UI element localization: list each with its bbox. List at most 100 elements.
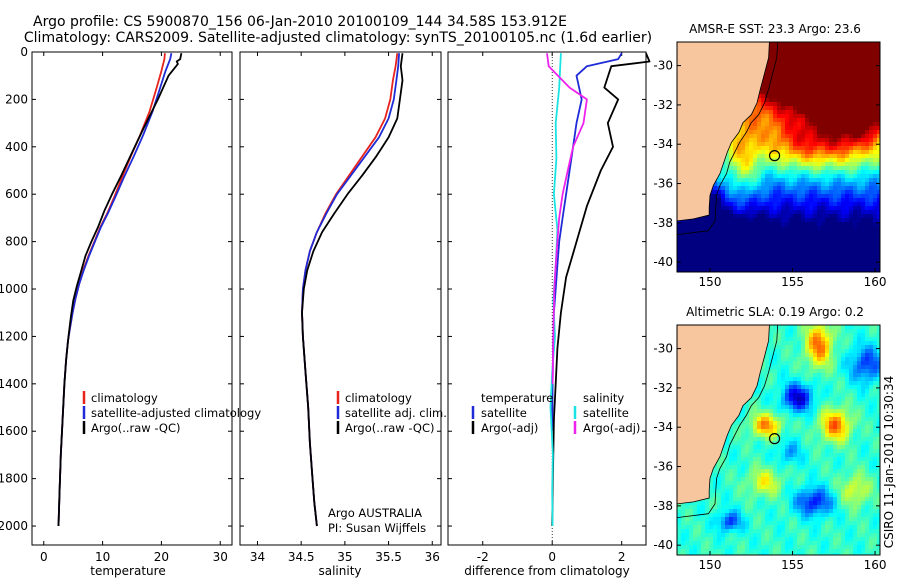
- heat-cell: [849, 182, 853, 186]
- heat-cell: [733, 230, 737, 234]
- heat-cell: [765, 102, 769, 106]
- heat-cell: [873, 198, 877, 202]
- heat-cell: [813, 66, 817, 70]
- heat-cell: [825, 62, 829, 66]
- heat-cell: [725, 226, 729, 230]
- heat-cell: [741, 421, 745, 425]
- heat-cell: [825, 333, 829, 337]
- heat-cell: [765, 142, 769, 146]
- heat-cell: [777, 365, 781, 369]
- heat-cell: [861, 349, 865, 353]
- heat-cell: [789, 170, 793, 174]
- heat-cell: [817, 62, 821, 66]
- heat-cell: [841, 54, 845, 58]
- heat-cell: [801, 98, 805, 102]
- heat-cell: [737, 198, 741, 202]
- heat-cell: [829, 134, 833, 138]
- heat-cell: [769, 186, 773, 190]
- heat-cell: [801, 134, 805, 138]
- heat-cell: [825, 389, 829, 393]
- heat-cell: [737, 453, 741, 457]
- heat-cell: [717, 234, 721, 238]
- heat-cell: [845, 146, 849, 150]
- heat-cell: [765, 393, 769, 397]
- heat-cell: [741, 202, 745, 206]
- heat-cell: [777, 74, 781, 78]
- heat-cell: [769, 333, 773, 337]
- heat-cell: [833, 50, 837, 54]
- heat-cell: [793, 405, 797, 409]
- heat-cell: [825, 409, 829, 413]
- heat-cell: [853, 90, 857, 94]
- heat-cell: [833, 210, 837, 214]
- heat-cell: [777, 230, 781, 234]
- heat-cell: [833, 258, 837, 262]
- heat-cell: [793, 226, 797, 230]
- heat-cell: [677, 246, 681, 250]
- heat-cell: [813, 461, 817, 465]
- heat-cell: [693, 270, 697, 272]
- heat-cell: [749, 465, 753, 469]
- heat-cell: [857, 409, 861, 413]
- heat-cell: [841, 457, 845, 461]
- heat-cell: [733, 182, 737, 186]
- heat-cell: [801, 198, 805, 202]
- heat-cell: [861, 134, 865, 138]
- heat-cell: [805, 262, 809, 266]
- heat-cell: [801, 262, 805, 266]
- heat-cell: [785, 186, 789, 190]
- heat-cell: [769, 270, 773, 272]
- heat-cell: [749, 250, 753, 254]
- heat-cell: [677, 270, 681, 272]
- heat-cell: [861, 146, 865, 150]
- heat-cell: [793, 54, 797, 58]
- heat-cell: [857, 102, 861, 106]
- heat-cell: [781, 74, 785, 78]
- heat-cell: [793, 397, 797, 401]
- heat-cell: [829, 54, 833, 58]
- heat-cell: [809, 409, 813, 413]
- heat-cell: [857, 457, 861, 461]
- heat-cell: [757, 409, 761, 413]
- heat-cell: [877, 401, 880, 405]
- heat-cell: [849, 405, 853, 409]
- heat-cell: [757, 401, 761, 405]
- heat-cell: [861, 401, 865, 405]
- heat-cell: [849, 70, 853, 74]
- heat-cell: [789, 421, 793, 425]
- heat-cell: [805, 154, 809, 158]
- heat-cell: [781, 146, 785, 150]
- legend-label: satellite: [583, 406, 629, 420]
- heat-cell: [829, 445, 833, 449]
- heat-cell: [757, 425, 761, 429]
- heat-cell: [801, 357, 805, 361]
- heat-cell: [777, 357, 781, 361]
- heat-cell: [817, 401, 821, 405]
- heat-cell: [729, 266, 733, 270]
- heat-cell: [749, 457, 753, 461]
- sst-map-field: [677, 42, 880, 272]
- y-tick-label: 800: [5, 235, 28, 249]
- heat-cell: [793, 401, 797, 405]
- heat-cell: [877, 62, 880, 66]
- heat-cell: [761, 126, 765, 130]
- heat-cell: [829, 130, 833, 134]
- x-tick-label: 0: [548, 550, 556, 564]
- heat-cell: [801, 465, 805, 469]
- heat-cell: [873, 138, 877, 142]
- heat-cell: [861, 106, 865, 110]
- heat-cell: [809, 417, 813, 421]
- heat-cell: [849, 170, 853, 174]
- heat-cell: [873, 94, 877, 98]
- heat-cell: [685, 246, 689, 250]
- heat-cell: [733, 437, 737, 441]
- heat-cell: [829, 162, 833, 166]
- heat-cell: [869, 162, 873, 166]
- heat-cell: [729, 453, 733, 457]
- heat-cell: [753, 262, 757, 266]
- heat-cell: [689, 270, 693, 272]
- heat-cell: [829, 373, 833, 377]
- heat-cell: [785, 405, 789, 409]
- heat-cell: [845, 42, 849, 46]
- heat-cell: [789, 369, 793, 373]
